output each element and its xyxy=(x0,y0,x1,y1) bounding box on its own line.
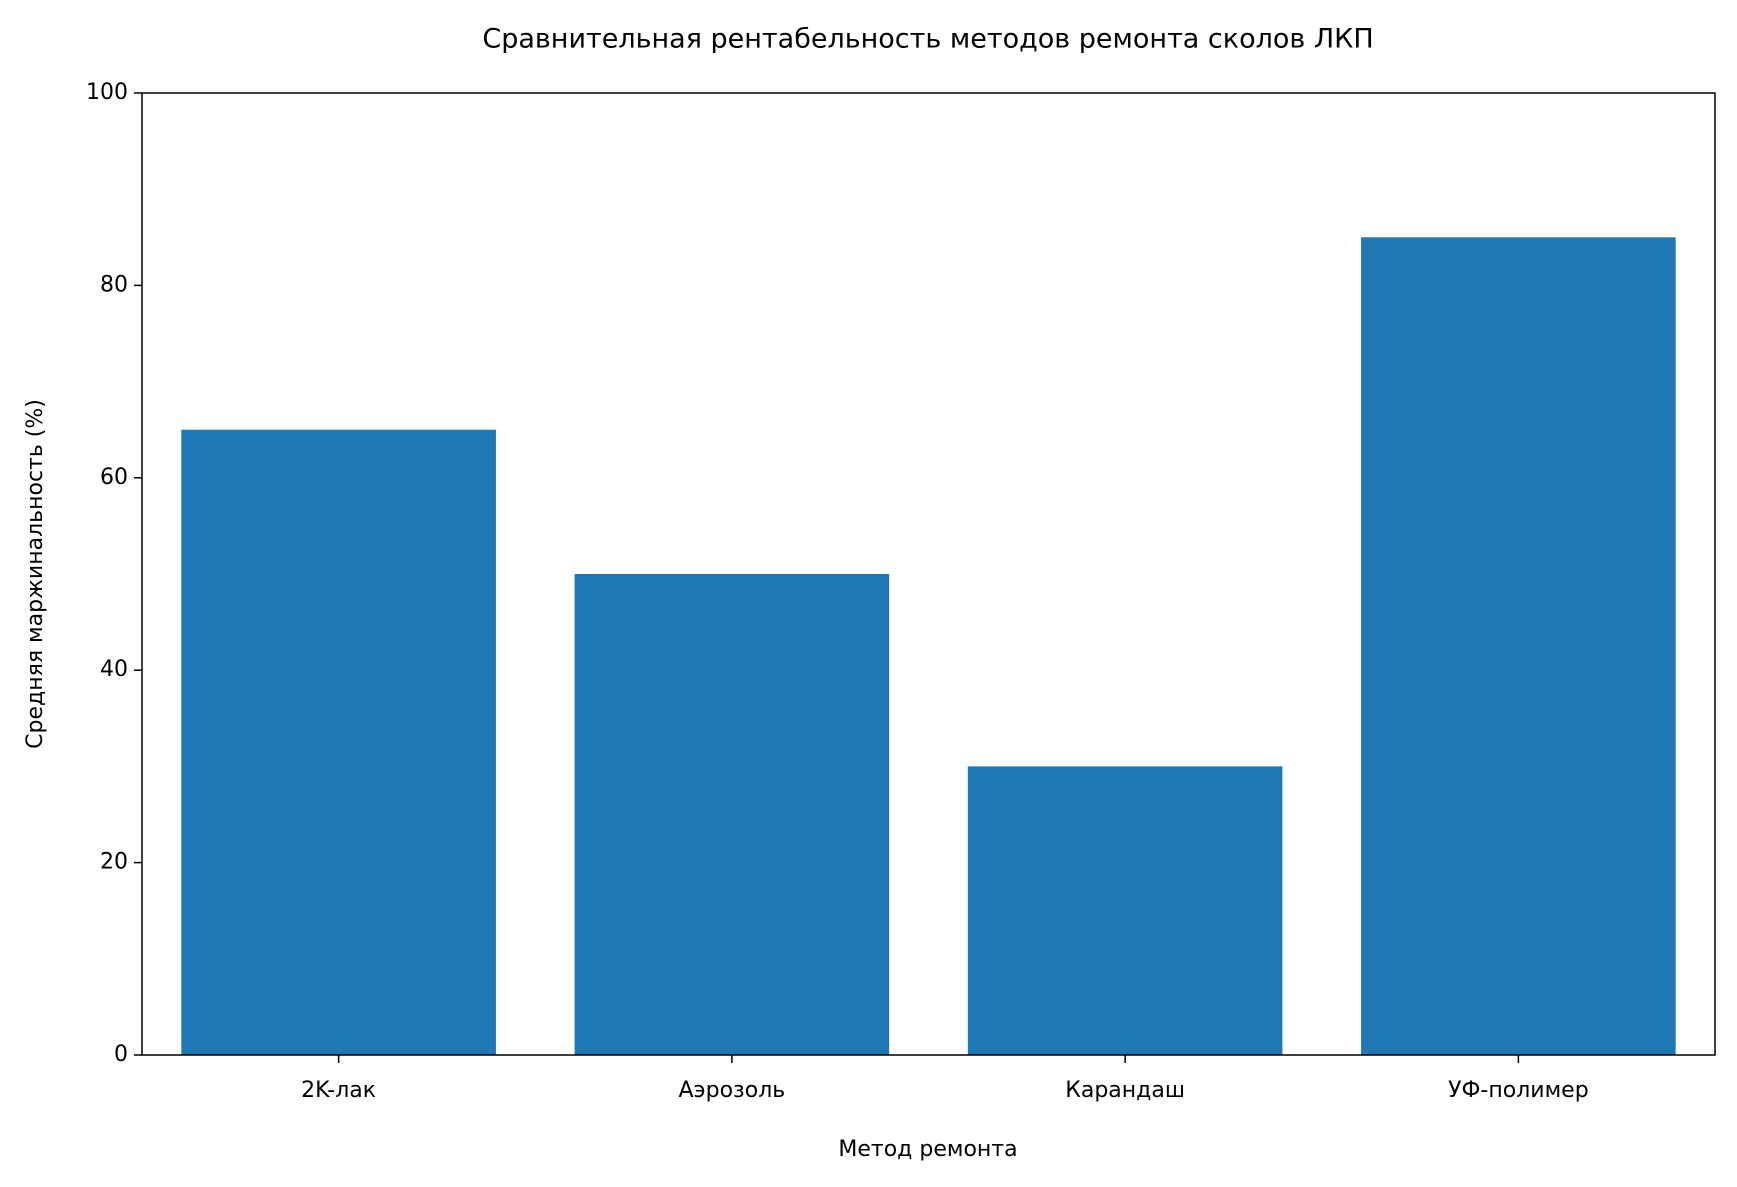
y-tick-label: 0 xyxy=(114,1042,128,1067)
bar xyxy=(574,574,890,1055)
plot-frame xyxy=(141,92,1716,1056)
x-tick-label: Аэрозоль xyxy=(679,1078,786,1103)
y-tick-label: 80 xyxy=(100,272,128,297)
y-axis-label: Средняя маржинальность (%) xyxy=(23,399,48,749)
bar xyxy=(1361,237,1676,1056)
x-tick-label: УФ-полимер xyxy=(1448,1078,1589,1103)
y-tick-label: 100 xyxy=(86,80,128,105)
bar xyxy=(967,766,1283,1055)
x-axis-label: Метод ремонта xyxy=(838,1137,1017,1162)
bar xyxy=(181,429,496,1055)
y-tick-label: 20 xyxy=(100,850,128,875)
x-tick-label: 2K-лак xyxy=(301,1078,376,1103)
y-tick-label: 60 xyxy=(100,465,128,490)
x-tick-label: Карандаш xyxy=(1065,1078,1185,1103)
y-tick-label: 40 xyxy=(100,657,128,682)
chart-title: Сравнительная рентабельность методов рем… xyxy=(482,24,1373,55)
